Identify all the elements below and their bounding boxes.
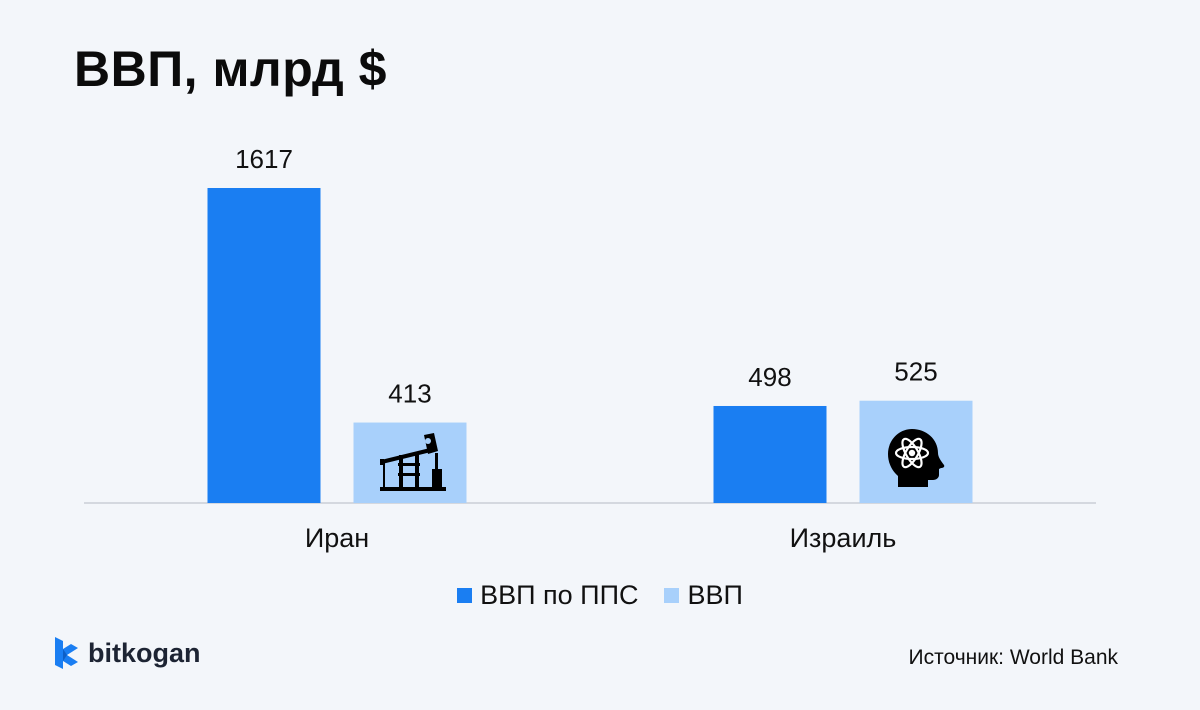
- legend-label-gdp: ВВП: [687, 580, 743, 610]
- bars-layer: [207, 188, 973, 503]
- value-label-gdp-1: 525: [894, 357, 937, 387]
- source-note: Источник: World Bank: [908, 646, 1118, 669]
- oil-pumpjack-icon: [380, 433, 446, 491]
- bar-icons-layer: [380, 429, 945, 491]
- legend-label-ppp: ВВП по ППС: [480, 580, 639, 610]
- value-label-gdp-0: 413: [388, 379, 431, 409]
- legend-item-gdp: ВВП: [664, 580, 743, 611]
- category-labels-layer: Иран Израиль: [305, 523, 897, 553]
- legend-swatch-ppp: [457, 588, 473, 603]
- category-label-1: Израиль: [790, 523, 897, 553]
- value-label-ppp-1: 498: [748, 362, 791, 392]
- chart-title: ВВП, млрд $: [74, 41, 387, 97]
- value-label-ppp-0: 1617: [235, 144, 293, 174]
- brand-logo: bitkogan: [52, 636, 201, 670]
- legend: ВВП по ППС ВВП: [0, 580, 1200, 611]
- value-labels-layer: 1617 413 498 525: [235, 144, 938, 409]
- bar-chart: 1617 413 498 525 Иран Израиль: [84, 144, 1096, 553]
- category-label-0: Иран: [305, 523, 369, 553]
- brand-name: bitkogan: [88, 637, 201, 668]
- bitkogan-logo-icon: [55, 637, 78, 669]
- head-atom-icon: [888, 429, 945, 487]
- legend-item-ppp: ВВП по ППС: [457, 580, 638, 611]
- bar-ppp-1: [713, 405, 827, 503]
- legend-swatch-gdp: [664, 588, 680, 603]
- bar-ppp-0: [207, 188, 321, 503]
